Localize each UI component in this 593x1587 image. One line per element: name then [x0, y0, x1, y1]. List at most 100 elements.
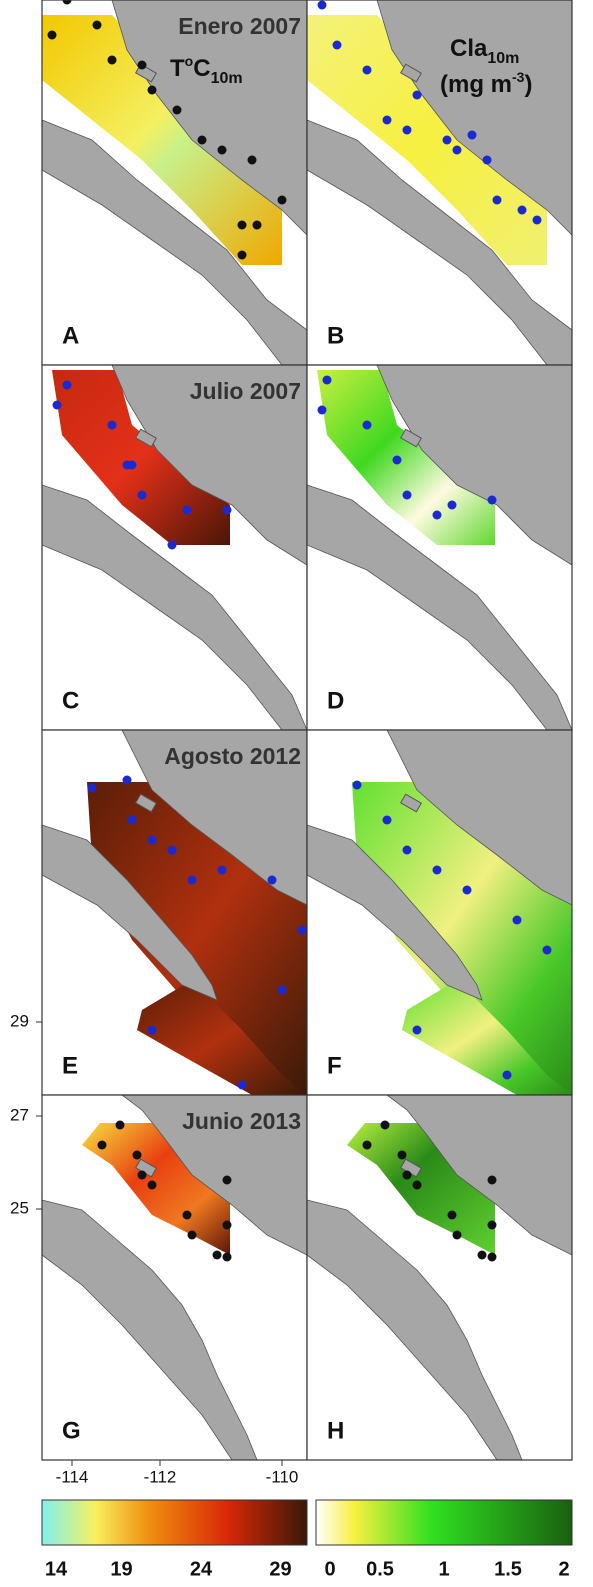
map-panel: E Agosto 2012	[42, 730, 307, 1095]
station	[148, 86, 157, 95]
station	[138, 1171, 147, 1180]
station	[183, 506, 192, 515]
station	[93, 21, 102, 30]
station	[168, 846, 177, 855]
station	[333, 41, 342, 50]
panel-letter: D	[327, 687, 344, 714]
station	[223, 506, 232, 515]
station	[318, 406, 327, 415]
station	[238, 221, 247, 230]
station	[123, 776, 132, 785]
station	[48, 31, 57, 40]
panel-letter: F	[327, 1052, 342, 1079]
label-part: o	[185, 53, 194, 69]
station	[453, 1231, 462, 1240]
panel-letter: B	[327, 322, 344, 349]
station	[468, 131, 477, 140]
map-panel: D	[307, 365, 572, 730]
panel-letter: G	[62, 1417, 81, 1444]
station	[278, 196, 287, 205]
station	[268, 876, 277, 885]
station	[433, 866, 442, 875]
label-part: 10m	[211, 70, 243, 87]
colorbar-tick-label: 1.5	[494, 1558, 522, 1580]
colorbar-tick-label: 14	[45, 1558, 68, 1580]
station	[383, 816, 392, 825]
station	[363, 421, 372, 430]
station	[213, 1251, 222, 1260]
lat-tick-label: 25	[10, 1198, 29, 1217]
station	[218, 866, 227, 875]
station	[168, 541, 177, 550]
station	[518, 206, 527, 215]
station	[353, 781, 362, 790]
station	[413, 1026, 422, 1035]
label-part: 10m	[487, 50, 519, 67]
station	[383, 116, 392, 125]
station	[453, 146, 462, 155]
station	[148, 1181, 157, 1190]
station	[98, 1141, 107, 1150]
station	[198, 136, 207, 145]
station	[363, 1141, 372, 1150]
colorbar-tick-label: 2	[558, 1558, 569, 1580]
station	[448, 1211, 457, 1220]
colorbar	[316, 1500, 572, 1545]
station	[108, 421, 117, 430]
colorbar-tick-label: 29	[269, 1558, 291, 1580]
panel-letter: A	[62, 322, 79, 349]
lon-tick-label: -114	[56, 1467, 89, 1486]
station	[488, 496, 497, 505]
label-part: )	[524, 71, 532, 98]
colorbar-tick-label: 1	[438, 1558, 449, 1580]
station	[128, 816, 137, 825]
station	[478, 1251, 487, 1260]
station	[148, 836, 157, 845]
panel-title: Agosto 2012	[164, 743, 301, 769]
panel-title: Junio 2013	[182, 1108, 301, 1134]
station	[88, 784, 97, 793]
lat-tick-label: 27	[10, 1105, 29, 1124]
lat-tick-label: 29	[10, 1011, 29, 1030]
station	[188, 876, 197, 885]
lon-tick-label: -112	[144, 1467, 177, 1486]
label-part: -3	[512, 69, 525, 85]
station	[543, 946, 552, 955]
panel-letter: E	[62, 1052, 78, 1079]
station	[433, 511, 442, 520]
station	[278, 986, 287, 995]
label-part: T	[170, 55, 185, 82]
panel-letter: H	[327, 1417, 344, 1444]
station	[253, 221, 262, 230]
station	[138, 491, 147, 500]
station	[223, 1221, 232, 1230]
station	[116, 1121, 125, 1130]
station	[173, 106, 182, 115]
station	[108, 56, 117, 65]
station	[443, 136, 452, 145]
station	[238, 251, 247, 260]
station	[381, 1121, 390, 1130]
panel-title: Julio 2007	[190, 378, 301, 404]
map-panel: G Junio 2013	[42, 1095, 307, 1460]
station	[248, 156, 257, 165]
station	[463, 886, 472, 895]
station	[138, 61, 147, 70]
station	[403, 1171, 412, 1180]
station	[488, 1253, 497, 1262]
station	[218, 146, 227, 155]
colorbar-tick-label: 0.5	[366, 1558, 394, 1580]
label-part: C	[193, 55, 210, 82]
map-panel: B	[307, 0, 572, 365]
station	[238, 1081, 247, 1090]
panel-title: Enero 2007	[178, 13, 301, 39]
station	[413, 91, 422, 100]
label-part: (mg m	[440, 71, 512, 98]
colorbar-tick-label: 0	[324, 1558, 335, 1580]
station	[448, 501, 457, 510]
station	[398, 1151, 407, 1160]
station	[493, 196, 502, 205]
station	[533, 216, 542, 225]
station	[318, 1, 327, 10]
